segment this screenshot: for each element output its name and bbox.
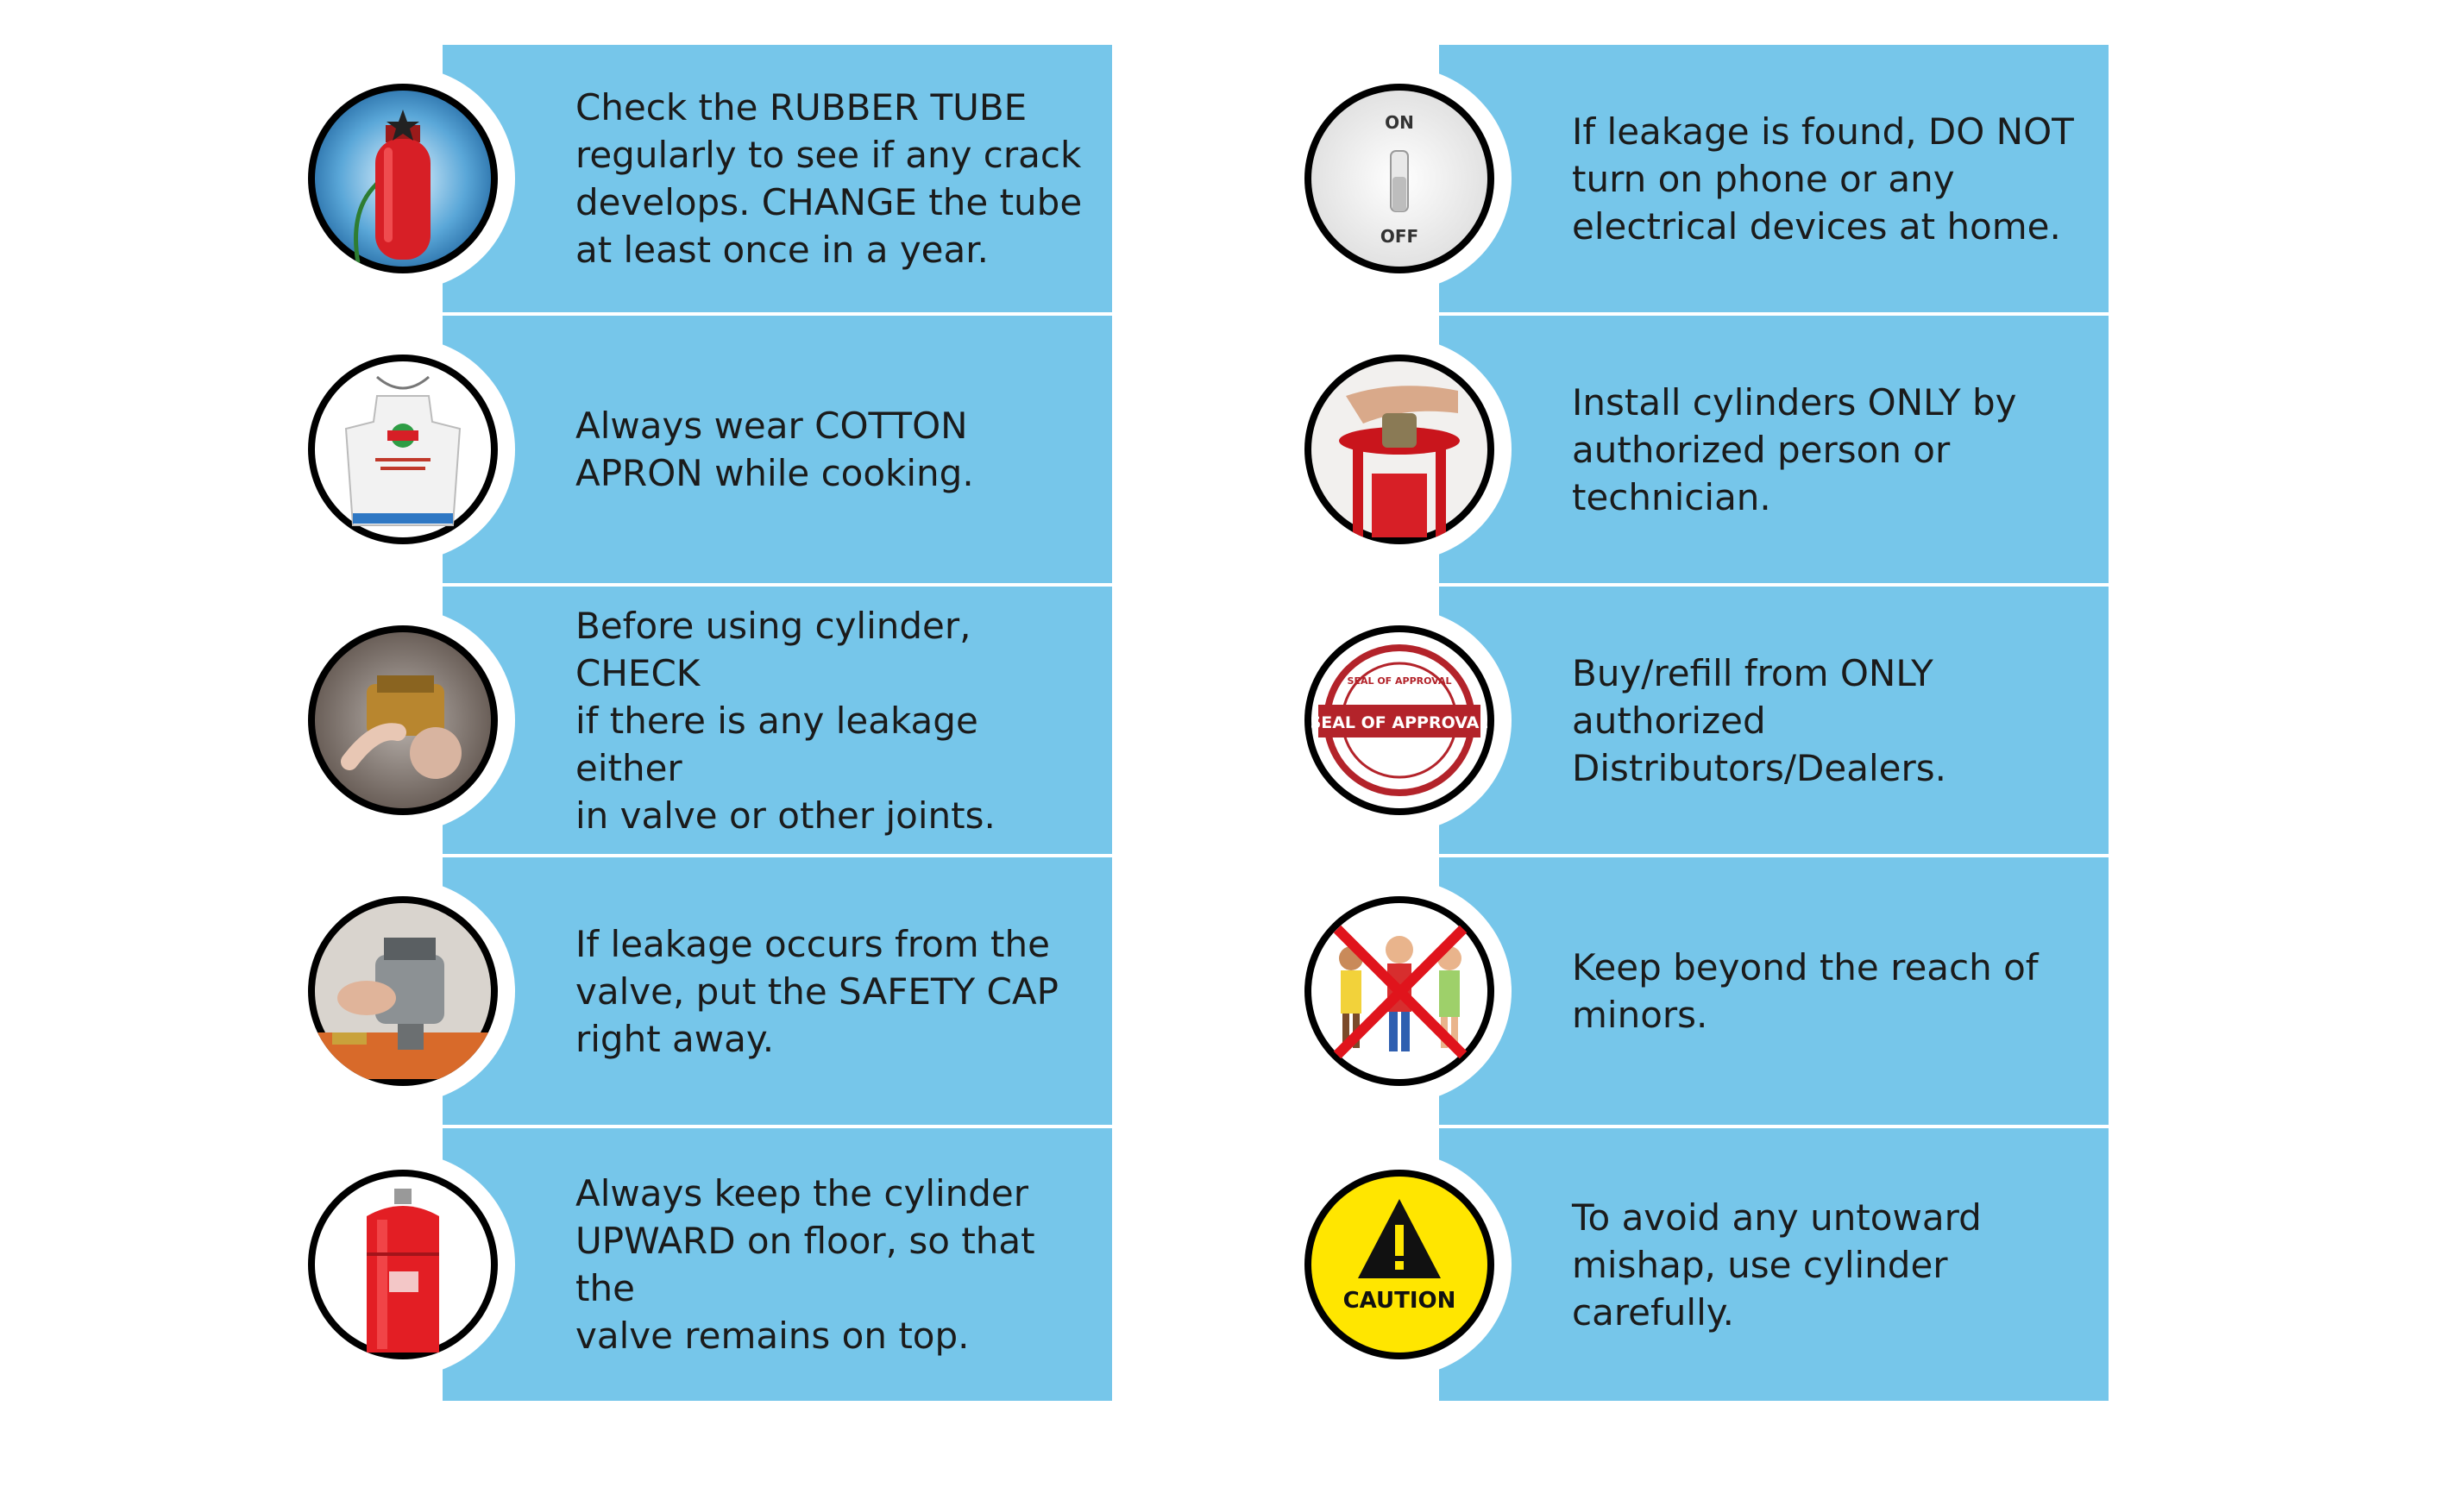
icon-ring <box>291 1152 515 1377</box>
safety-card-safety-cap: If leakage occurs from the valve, put th… <box>291 857 1112 1125</box>
icon-ring <box>1287 879 1512 1103</box>
safety-card-text: Always wear COTTON APRON while cooking. <box>575 405 974 494</box>
safety-card-text: Keep beyond the reach of minors. <box>1572 946 2039 1036</box>
safety-card-text: Always keep the cylinder UPWARD on floor… <box>575 1172 1035 1357</box>
cotton-apron-icon <box>308 355 498 544</box>
safety-card-caution: CAUTION To avoid any untoward mishap, us… <box>1287 1128 2109 1401</box>
icon-ring: ON OFF <box>1287 66 1512 291</box>
safety-card-text: Install cylinders ONLY by authorized per… <box>1572 380 2017 518</box>
icon-ring <box>1287 337 1512 562</box>
switch-on-label: ON <box>1385 112 1414 133</box>
seal-ring-label: SEAL OF APPROVAL <box>1348 675 1452 687</box>
icon-ring: SEAL OF APPROVAL SEAL OF APPROVAL <box>1287 608 1512 832</box>
safety-card-text: Before using cylinder, CHECK if there is… <box>575 604 996 837</box>
safety-card-check-leakage: Before using cylinder, CHECK if there is… <box>291 587 1112 854</box>
upright-cylinder-icon <box>308 1170 498 1359</box>
safety-card-cotton-apron: Always wear COTTON APRON while cooking. <box>291 316 1112 583</box>
power-switch-icon: ON OFF <box>1304 84 1494 273</box>
switch-off-label: OFF <box>1380 226 1418 247</box>
icon-ring: CAUTION <box>1287 1152 1512 1377</box>
safety-card-text: Check the RUBBER TUBE regularly to see i… <box>575 86 1083 271</box>
seal-main-label: SEAL OF APPROVAL <box>1311 713 1487 732</box>
icon-ring <box>291 879 515 1103</box>
safety-card-rubber-tube: Check the RUBBER TUBE regularly to see i… <box>291 45 1112 312</box>
installing-cylinder-icon <box>1304 355 1494 544</box>
safety-card-text: If leakage is found, DO NOT turn on phon… <box>1572 110 2074 248</box>
safety-card-minors: Keep beyond the reach of minors. <box>1287 857 2109 1125</box>
safety-card-text: Buy/refill from ONLY authorized Distribu… <box>1572 651 1946 789</box>
safety-card-authorized-dealers: SEAL OF APPROVAL SEAL OF APPROVAL Buy/re… <box>1287 587 2109 854</box>
safety-card-upward-cylinder: Always keep the cylinder UPWARD on floor… <box>291 1128 1112 1401</box>
safety-cap-icon <box>308 896 498 1086</box>
icon-ring <box>291 608 515 832</box>
gas-cylinder-tube-icon <box>308 84 498 273</box>
safety-card-no-electrical: ON OFF If leakage is found, DO NOT turn … <box>1287 45 2109 312</box>
icon-ring <box>291 337 515 562</box>
safety-card-text: To avoid any untoward mishap, use cylind… <box>1572 1196 1982 1334</box>
no-children-icon <box>1304 896 1494 1086</box>
icon-ring <box>291 66 515 291</box>
safety-card-authorized-install: Install cylinders ONLY by authorized per… <box>1287 316 2109 583</box>
caution-label: CAUTION <box>1343 1288 1456 1314</box>
seal-of-approval-icon: SEAL OF APPROVAL SEAL OF APPROVAL <box>1304 625 1494 815</box>
safety-card-text: If leakage occurs from the valve, put th… <box>575 922 1059 1060</box>
valve-joint-icon <box>308 625 498 815</box>
caution-icon: CAUTION <box>1304 1170 1494 1359</box>
